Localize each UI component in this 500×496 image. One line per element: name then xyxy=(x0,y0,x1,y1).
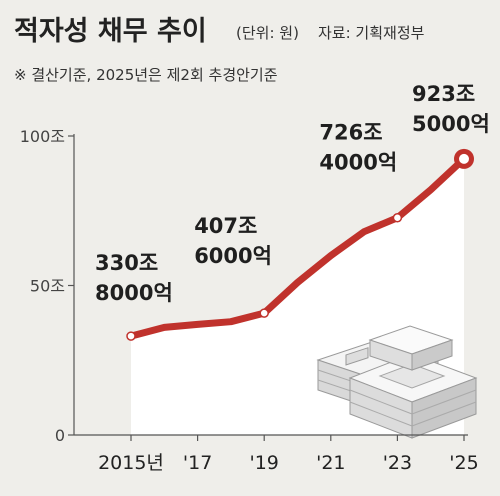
data-label-secondary: 8000억 xyxy=(95,281,173,305)
data-label-primary: 726조 xyxy=(319,121,382,145)
footnote: ※ 결산기준, 2025년은 제2회 추경안기준 xyxy=(14,66,278,84)
data-markers xyxy=(126,148,474,341)
unit-label: (단위: 원) xyxy=(236,24,299,42)
x-tick-label: '17 xyxy=(183,452,212,474)
x-tick-label: '19 xyxy=(249,452,278,474)
money-stack-icon xyxy=(316,325,478,439)
series-line xyxy=(127,155,468,340)
data-point xyxy=(126,331,136,341)
data-point-end-inner xyxy=(459,153,469,164)
y-tick-label: 0 xyxy=(55,426,65,445)
data-point xyxy=(259,308,269,318)
chart-title: 적자성 채무 추이 xyxy=(14,16,207,47)
x-tick-label: 2015년 xyxy=(98,452,164,474)
x-tick-label: '21 xyxy=(316,452,345,474)
data-label-primary: 407조 xyxy=(194,214,257,238)
x-axis: 2015년 '17 '19 '21 '23 '25 xyxy=(74,434,479,474)
source-label: 자료: 기획재정부 xyxy=(318,24,425,42)
data-label-primary: 923조 xyxy=(412,82,475,106)
data-point xyxy=(392,212,403,223)
data-label-secondary: 5000억 xyxy=(412,112,490,136)
data-label-primary: 330조 xyxy=(95,251,158,275)
x-tick-label: '23 xyxy=(383,452,412,474)
data-label-secondary: 4000억 xyxy=(319,151,397,175)
data-labels: 330조 8000억 407조 6000억 726조 4000억 923조 5000억 xyxy=(95,82,490,305)
data-label-secondary: 6000억 xyxy=(194,244,272,268)
x-tick-label: '25 xyxy=(449,452,478,474)
y-tick-label: 50조 xyxy=(30,277,65,296)
plot-area: 0 50조 100조 2015년 '17 '19 '21 '23 '25 330조 8000억 4… xyxy=(20,82,490,474)
y-tick-label: 100조 xyxy=(20,127,65,146)
y-axis: 0 50조 100조 xyxy=(20,127,75,445)
